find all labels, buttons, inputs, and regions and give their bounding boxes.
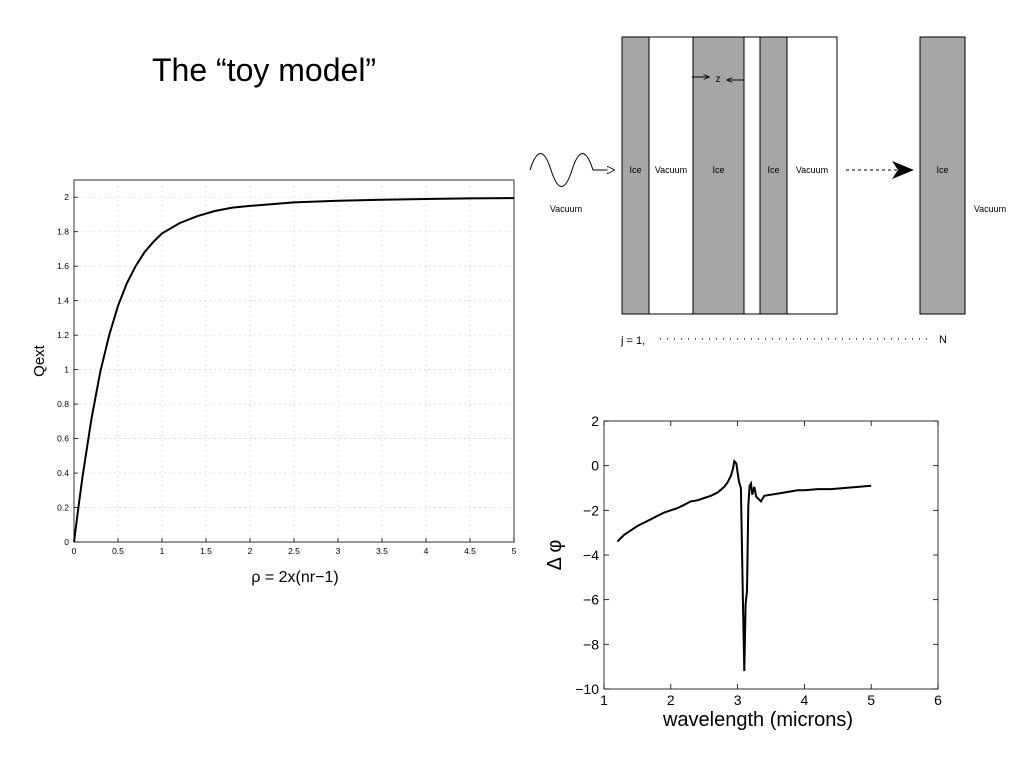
layer-label-1: Ice xyxy=(629,165,641,175)
qext-y-tick-label: 1.4 xyxy=(57,296,69,306)
qext-x-axis-label: ρ = 2x(nr−1) xyxy=(251,569,338,586)
layer-ice-1 xyxy=(621,36,650,315)
phase-x-tick-label: 2 xyxy=(667,692,675,708)
qext-y-axis-label: Qext xyxy=(31,344,48,377)
qext-y-tick-label: 0.2 xyxy=(57,503,69,513)
qext-x-tick-label: 4.5 xyxy=(464,546,476,556)
qext-y-tick-label: 0.8 xyxy=(57,399,69,409)
continuation-arrowhead xyxy=(892,161,914,179)
qext-y-tick-label: 0 xyxy=(64,537,69,547)
phase-y-tick-label: 0 xyxy=(591,458,599,474)
qext-y-tick-label: 1.2 xyxy=(57,330,69,340)
layer-label-5: Ice xyxy=(767,165,779,175)
layer-ice-7 xyxy=(919,36,966,315)
index-end-label: N xyxy=(939,334,947,346)
phase-y-tick-label: −4 xyxy=(583,547,599,563)
qext-chart: 0 0.5 1 1.5 2 2.5 3 3.5 4 4.5 5 0 0.2 0.4 0.6 0.8 1 1.2 1.… xyxy=(31,179,517,586)
phase-series-line xyxy=(616,459,872,672)
qext-x-tick-label: 3 xyxy=(336,546,341,556)
qext-x-tick-label: 5 xyxy=(512,546,517,556)
qext-x-tick-label: 0 xyxy=(72,546,77,556)
layer-label-3: Ice xyxy=(712,165,724,175)
qext-y-tick-label: 1.6 xyxy=(57,261,69,271)
qext-y-tick-label: 1.8 xyxy=(57,227,69,237)
left-medium-label: Vacuum xyxy=(550,204,582,214)
qext-series-line xyxy=(73,197,515,543)
incident-wave xyxy=(529,153,594,187)
phase-x-axis-label: wavelength (microns) xyxy=(662,709,853,731)
phase-y-tick-label: 2 xyxy=(591,413,599,429)
phase-y-tick-label: −6 xyxy=(583,592,599,608)
phase-y-axis-label: Δ φ xyxy=(544,540,566,571)
slide-title: The “toy model” xyxy=(152,52,377,88)
phase-y-tick-label: −8 xyxy=(583,636,599,652)
qext-x-tick-label: 1.5 xyxy=(200,546,212,556)
qext-x-tick-label: 2 xyxy=(248,546,253,556)
phase-x-tick-label: 6 xyxy=(934,692,942,708)
qext-x-tick-label: 4 xyxy=(424,546,429,556)
phase-x-tick-label: 4 xyxy=(801,692,809,708)
phase-x-tick-label: 3 xyxy=(734,692,742,708)
layer-ice-3 xyxy=(692,36,745,315)
layer-label-6: Vacuum xyxy=(796,165,828,175)
phase-y-tick-label: −10 xyxy=(575,681,599,697)
index-start-label: j = 1, xyxy=(620,335,645,347)
qext-x-tick-label: 3.5 xyxy=(376,546,388,556)
phase-y-tick-label: −2 xyxy=(583,502,599,518)
z-label: z xyxy=(716,74,721,85)
layer-label-7: Ice xyxy=(936,165,948,175)
layer-diagram: Ice Vacuum Ice Ice Vacuum Ice Vacuum Vacuum z… xyxy=(529,36,1006,347)
qext-x-tick-label: 2.5 xyxy=(288,546,300,556)
layer-ice-5 xyxy=(759,36,788,315)
layer-vacuum-4 xyxy=(743,36,761,315)
layer-label-2: Vacuum xyxy=(655,165,687,175)
qext-x-tick-label: 0.5 xyxy=(112,546,124,556)
layer-vacuum-2 xyxy=(648,36,694,315)
right-medium-label: Vacuum xyxy=(974,204,1006,214)
phase-x-tick-label: 1 xyxy=(600,692,608,708)
qext-x-tick-label: 1 xyxy=(160,546,165,556)
phase-x-tick-label: 5 xyxy=(867,692,875,708)
phase-chart: 1 2 3 4 5 6 −10 −8 −6 −4 −2 0 2 wavelength (microns)… xyxy=(544,413,942,731)
qext-y-tick-label: 2 xyxy=(64,192,69,202)
qext-y-tick-label: 0.4 xyxy=(57,468,69,478)
phase-plot-frame xyxy=(603,420,939,690)
qext-y-tick-label: 0.6 xyxy=(57,434,69,444)
qext-y-tick-label: 1 xyxy=(64,365,69,375)
layer-vacuum-6 xyxy=(786,36,838,315)
